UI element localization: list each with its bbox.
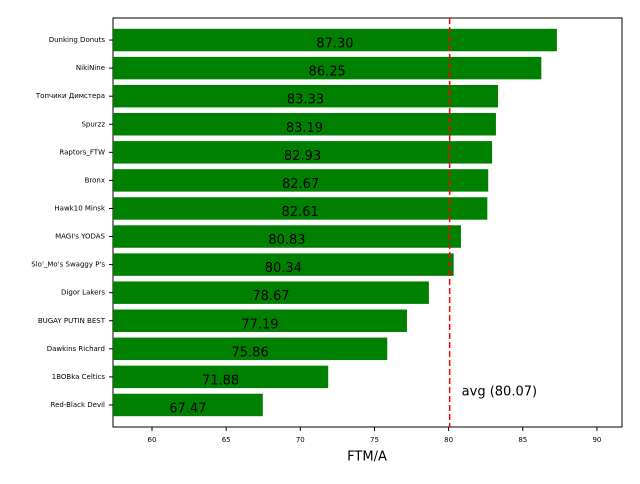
y-tick-label: Raptors_FTW	[59, 148, 105, 156]
bar	[113, 365, 329, 389]
x-axis-label: FTM/A	[347, 450, 387, 465]
y-tick-label: Dawkins Richard	[47, 345, 105, 353]
value-label: 87.30	[316, 37, 353, 52]
value-label: 83.33	[287, 93, 324, 108]
value-label: 82.67	[282, 177, 319, 192]
y-tick-label: Топчики Димстера	[35, 92, 105, 100]
y-tick-label: MAGI's YODAS	[55, 233, 105, 241]
x-tick-label: 60	[148, 436, 157, 444]
value-label: 86.25	[309, 65, 346, 80]
bar	[113, 28, 557, 52]
bar	[113, 253, 454, 276]
y-tick-label: Dunking Donuts	[49, 36, 106, 44]
value-label: 80.83	[268, 233, 305, 248]
y-tick-label: Hawk10 Minsk	[54, 204, 106, 212]
y-tick-label: Slo'_Mo's Swaggy P's	[31, 261, 105, 269]
value-label: 77.19	[241, 317, 278, 332]
bar	[113, 309, 407, 332]
plot-frame	[112, 17, 623, 428]
x-tick-label: 70	[296, 436, 305, 444]
bar	[113, 84, 499, 108]
bar	[113, 281, 429, 304]
bar	[113, 56, 542, 80]
bar	[113, 337, 388, 361]
y-tick-label: 1BOBka Celtics	[52, 373, 106, 381]
value-label: 82.61	[282, 205, 319, 220]
bar	[113, 225, 461, 248]
value-label: 82.93	[284, 149, 321, 164]
x-tick-label: 65	[222, 436, 231, 444]
value-label: 71.88	[202, 373, 239, 388]
bar	[113, 141, 493, 164]
x-tick-label: 75	[370, 436, 379, 444]
value-label: 78.67	[252, 289, 289, 304]
bar	[113, 113, 496, 136]
value-label: 83.19	[286, 121, 323, 136]
bar	[113, 197, 488, 220]
value-label: 67.47	[169, 401, 206, 416]
y-tick-label: Spurzz	[81, 120, 105, 128]
y-tick-label: Bronx	[85, 176, 105, 184]
x-tick-label: 80	[444, 436, 453, 444]
x-tick-label: 85	[518, 436, 527, 444]
y-tick-label: Digor Lakers	[61, 289, 105, 297]
y-tick-label: NikiNine	[76, 64, 105, 72]
bar	[113, 169, 489, 192]
y-tick-label: BUGAY PUTIN BEST	[38, 317, 106, 325]
value-label: 75.86	[232, 345, 269, 360]
y-tick-label: Red-Black Devil	[51, 401, 106, 409]
avg-label: avg (80.07)	[462, 385, 537, 400]
x-tick-label: 90	[592, 436, 601, 444]
value-label: 80.34	[265, 261, 302, 276]
bar	[113, 393, 263, 417]
